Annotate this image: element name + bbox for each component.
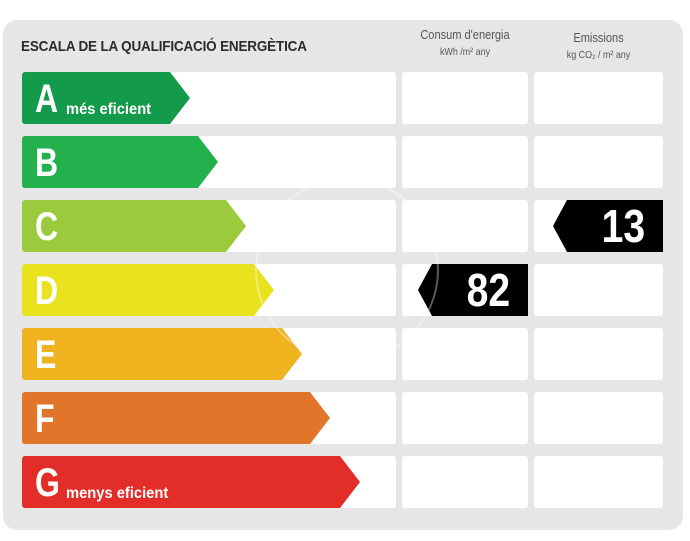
rating-letter: E — [35, 333, 57, 377]
rating-arrow-e: E — [22, 328, 302, 380]
energy-cell — [402, 200, 528, 252]
energy-column-header: Consum d'energia kWh /m² any — [411, 27, 518, 58]
energy-value: 82 — [466, 264, 510, 316]
emissions-cell — [534, 456, 663, 508]
energy-cell — [402, 328, 528, 380]
energy-cell — [402, 136, 528, 188]
emissions-cell — [534, 328, 663, 380]
emissions-cell — [534, 264, 663, 316]
rating-arrow-c: C — [22, 200, 246, 252]
emissions-column-unit: kg CO₂ / m² any — [566, 49, 631, 61]
rating-description: menys eficient — [66, 485, 169, 502]
rating-letter: A — [35, 77, 59, 121]
rating-arrow-f: F — [22, 392, 330, 444]
rating-letter: C — [35, 205, 59, 249]
rating-arrow-b: B — [22, 136, 218, 188]
emissions-cell — [534, 72, 663, 124]
emissions-value: 13 — [601, 200, 645, 252]
rating-letter: G — [35, 461, 60, 505]
energy-column-label: Consum d'energia — [420, 27, 510, 42]
emissions-cell — [534, 136, 663, 188]
energy-cell — [402, 456, 528, 508]
energy-cell — [402, 392, 528, 444]
rating-letter: D — [35, 269, 59, 313]
emissions-value-marker: 13 — [553, 200, 663, 252]
rating-letter: B — [35, 141, 59, 185]
rating-arrow-d: D — [22, 264, 274, 316]
emissions-column-label: Emissions — [573, 30, 624, 45]
rating-description: més eficient — [66, 101, 152, 118]
rating-letter: F — [35, 397, 55, 441]
emissions-cell — [534, 392, 663, 444]
energy-cell — [402, 72, 528, 124]
label-title: ESCALA DE LA QUALIFICACIÓ ENERGÈTICA — [21, 38, 307, 55]
emissions-column-header: Emissions kg CO₂ / m² any — [544, 30, 654, 61]
energy-column-unit: kWh /m² any — [439, 46, 491, 58]
energy-value-marker: 82 — [418, 264, 528, 316]
